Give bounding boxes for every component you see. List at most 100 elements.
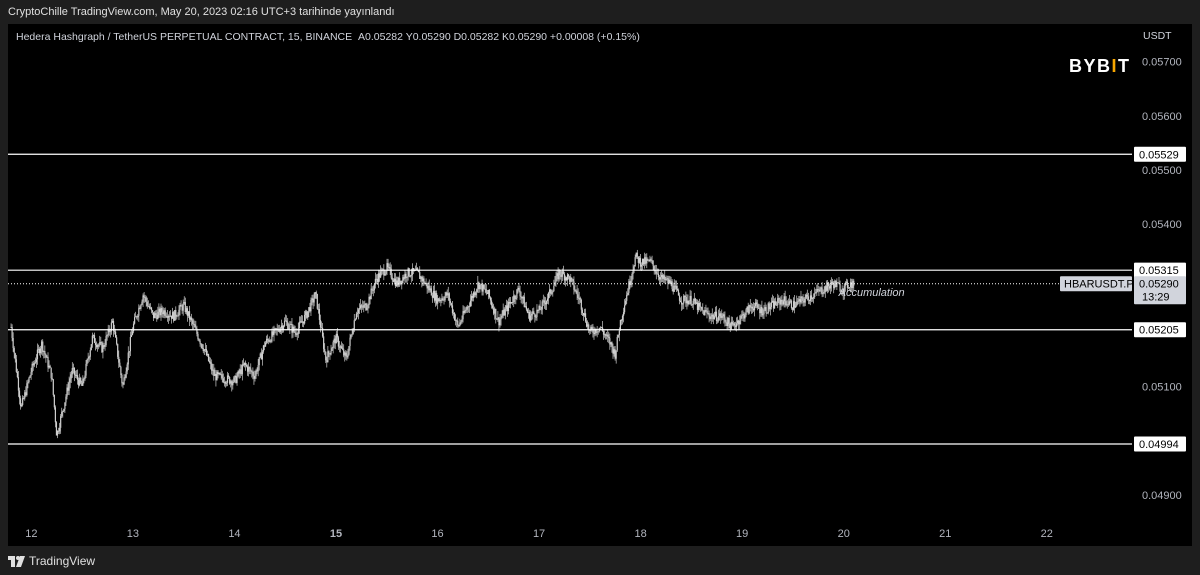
- candle-body: [464, 310, 466, 313]
- candle-body: [809, 295, 812, 301]
- candle-body: [146, 301, 148, 306]
- candle-body: [108, 328, 110, 333]
- candle-body: [766, 312, 768, 314]
- candle-body: [790, 300, 793, 309]
- last-price-label: 0.05290: [1139, 279, 1179, 291]
- candle-body: [98, 344, 100, 346]
- candle-body: [656, 273, 658, 275]
- candle-body: [109, 331, 111, 333]
- candle-body: [580, 299, 582, 310]
- candle-body: [296, 334, 298, 335]
- candle-body: [89, 350, 91, 357]
- candle-body: [700, 306, 702, 308]
- candle-body: [23, 398, 25, 399]
- candle-body: [422, 278, 424, 282]
- candle-body: [660, 274, 663, 278]
- candle-body: [202, 348, 204, 352]
- candle-body: [307, 311, 309, 318]
- candle-body: [321, 327, 324, 337]
- candle-body: [396, 280, 399, 286]
- candle-body: [404, 273, 406, 279]
- candle-body: [843, 285, 845, 294]
- candle-body: [257, 365, 259, 372]
- candle-body: [572, 279, 574, 282]
- candle-body: [542, 300, 544, 302]
- accumulation-label: Accumulation: [838, 287, 905, 299]
- candle-body: [388, 267, 390, 268]
- candle-body: [192, 320, 194, 325]
- candle-body: [496, 318, 498, 320]
- chart-area[interactable]: [8, 24, 1192, 546]
- candle-body: [502, 309, 504, 316]
- candle-body: [794, 301, 796, 308]
- candle-body: [27, 382, 29, 384]
- candle-body: [528, 311, 531, 321]
- candle-body: [512, 302, 514, 303]
- candle-body: [585, 321, 588, 327]
- symbol-tag: HBARUSDT.P: [1064, 279, 1134, 291]
- candle-body: [263, 345, 266, 347]
- candle-body: [827, 282, 830, 287]
- candle-body: [792, 301, 795, 310]
- candle-body: [214, 373, 216, 376]
- candle-body: [61, 411, 63, 417]
- candle-body: [798, 299, 800, 301]
- candle-body: [118, 356, 120, 363]
- candle-body: [609, 338, 611, 345]
- candle-body: [601, 327, 604, 331]
- candle-body: [379, 273, 381, 278]
- candle-body: [826, 282, 828, 291]
- candle-body: [339, 346, 342, 348]
- candle-body: [581, 309, 583, 313]
- candle-body: [67, 387, 69, 391]
- candle-body: [701, 306, 703, 310]
- candle-body: [181, 306, 183, 311]
- candle-body: [243, 362, 246, 366]
- candle-body: [695, 302, 698, 304]
- candle-body: [814, 293, 816, 297]
- candle-body: [728, 318, 730, 324]
- candle-body: [114, 331, 117, 338]
- candle-body: [330, 350, 332, 355]
- candle-body: [36, 349, 39, 360]
- candle-body: [737, 320, 739, 324]
- candle-body: [568, 274, 570, 277]
- candle-body: [417, 268, 419, 271]
- candle-body: [156, 314, 158, 320]
- candle-body: [21, 405, 23, 407]
- candle-body: [479, 284, 481, 290]
- candle-body: [733, 323, 736, 326]
- tradingview-logo[interactable]: TradingView: [8, 554, 95, 568]
- candle-body: [33, 363, 35, 366]
- candle-body: [452, 313, 455, 314]
- candle-body: [615, 350, 617, 359]
- candle-body: [474, 292, 476, 296]
- candle-body: [355, 313, 357, 320]
- candle-body: [386, 263, 388, 272]
- candle-body: [210, 362, 212, 364]
- candle-body: [241, 364, 243, 375]
- candle-body: [515, 298, 517, 300]
- candle-body: [664, 275, 666, 281]
- candle-body: [725, 321, 727, 323]
- y-tick-label: 0.05600: [1142, 111, 1182, 123]
- candle-body: [144, 297, 146, 298]
- candle-body: [415, 268, 418, 271]
- candle-body: [329, 353, 331, 355]
- candle-body: [466, 306, 468, 310]
- candle-body: [791, 308, 794, 310]
- candle-body: [12, 337, 14, 349]
- candle-body: [233, 377, 235, 383]
- candle-body: [219, 373, 221, 375]
- candle-body: [689, 295, 691, 301]
- candle-body: [62, 410, 64, 412]
- candle-body: [566, 274, 569, 280]
- candle-body: [327, 351, 329, 363]
- candle-body: [776, 304, 778, 306]
- candle-body: [37, 348, 40, 350]
- candle-body: [600, 327, 602, 328]
- candle-body: [731, 321, 733, 325]
- candle-body: [40, 348, 42, 354]
- candle-body: [119, 362, 121, 367]
